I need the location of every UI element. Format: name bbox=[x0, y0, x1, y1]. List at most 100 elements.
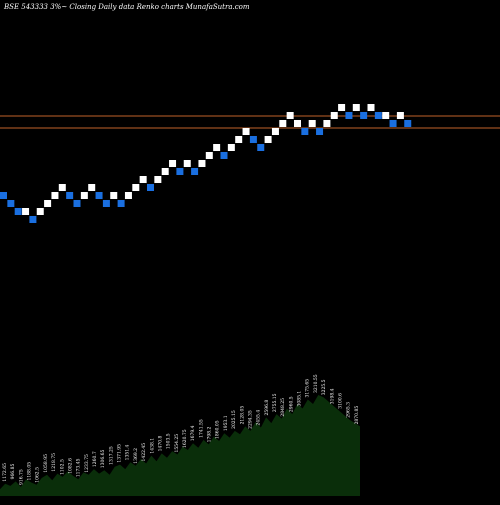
renko-brick-up bbox=[154, 176, 162, 183]
renko-brick-up bbox=[22, 208, 30, 215]
volume-label: 3175.65 bbox=[305, 379, 311, 398]
volume-label: 1062.5 bbox=[35, 467, 41, 483]
renko-brick-up bbox=[396, 112, 404, 119]
volume-label: 1438.1 bbox=[149, 438, 155, 454]
renko-brick-up bbox=[44, 200, 52, 207]
renko-brick-down bbox=[147, 184, 154, 191]
volume-label: 1102.5 bbox=[59, 459, 65, 475]
renko-brick-up bbox=[338, 104, 346, 111]
renko-brick-down bbox=[29, 216, 37, 223]
volume-label: 1260.7 bbox=[92, 451, 98, 467]
volume-label: 1306.65 bbox=[100, 449, 106, 468]
volume-label: 916.75 bbox=[18, 469, 24, 485]
volume-label: 1172.65 bbox=[2, 463, 8, 482]
renko-brick-up bbox=[352, 104, 360, 111]
volume-label: 2755.15 bbox=[272, 393, 278, 412]
renko-brick-down bbox=[7, 200, 15, 207]
renko-brick-up bbox=[227, 144, 235, 151]
renko-brick-up bbox=[80, 192, 88, 199]
volume-label: 1741.55 bbox=[198, 419, 204, 438]
renko-brick-up bbox=[323, 120, 331, 127]
volume-label: 2025.15 bbox=[231, 410, 237, 429]
renko-brick-down bbox=[176, 168, 184, 175]
renko-brick-down bbox=[257, 144, 265, 151]
renko-brick-down bbox=[73, 200, 81, 207]
volume-label: 2128.05 bbox=[239, 406, 245, 425]
volume-label: 3198.4 bbox=[329, 388, 335, 404]
renko-brick-up bbox=[58, 184, 66, 191]
volume-label: 1369.2 bbox=[133, 448, 139, 464]
volume-label: 3085.1 bbox=[297, 391, 303, 407]
volume-label: 3210.55 bbox=[313, 374, 319, 393]
renko-brick-up bbox=[205, 152, 213, 159]
volume-label: 1554.25 bbox=[174, 434, 180, 453]
volume-label: 1173.45 bbox=[76, 458, 82, 477]
renko-brick-down bbox=[66, 192, 74, 199]
volume-label: 1860.05 bbox=[215, 420, 221, 439]
volume-area bbox=[0, 395, 360, 496]
renko-brick-up bbox=[88, 184, 96, 191]
renko-brick-up bbox=[139, 176, 147, 183]
renko-brick-up bbox=[169, 160, 177, 167]
renko-brick-up bbox=[242, 128, 250, 135]
renko-brick-down bbox=[389, 120, 397, 127]
volume-label: 1371.95 bbox=[117, 444, 123, 463]
renko-brick-down bbox=[220, 152, 228, 159]
renko-brick-up bbox=[294, 120, 301, 127]
renko-brick-up bbox=[264, 136, 272, 143]
renko-brick-down bbox=[404, 120, 412, 127]
volume-label: 1188.05 bbox=[27, 462, 33, 481]
renko-brick-up bbox=[183, 160, 191, 167]
volume-label: 3100.6 bbox=[337, 393, 343, 409]
renko-brick-down bbox=[117, 200, 125, 207]
renko-bricks bbox=[0, 104, 412, 223]
renko-brick-up bbox=[367, 104, 375, 111]
renko-brick-up bbox=[110, 192, 118, 199]
volume-label: 2294.35 bbox=[247, 410, 253, 429]
volume-area-fill bbox=[0, 395, 360, 496]
volume-label: 2960.5 bbox=[288, 396, 294, 412]
volume-label: 2455.4 bbox=[256, 410, 262, 426]
renko-brick-up bbox=[198, 160, 206, 167]
reference-lines bbox=[0, 115, 500, 129]
renko-brick-down bbox=[0, 192, 7, 199]
renko-brick-up bbox=[51, 192, 59, 199]
volume-label: 1620.75 bbox=[182, 429, 188, 448]
renko-brick-down bbox=[360, 112, 368, 119]
renko-brick-up bbox=[279, 120, 287, 127]
renko-brick-down bbox=[249, 136, 257, 143]
renko-brick-down bbox=[345, 112, 353, 119]
volume-label: 1317.25 bbox=[108, 446, 114, 465]
volume-label: 966.85 bbox=[10, 464, 16, 480]
volume-label: 1503.5 bbox=[166, 433, 172, 449]
volume-label: 3225.5 bbox=[321, 379, 327, 395]
volume-label: 2870.85 bbox=[354, 406, 360, 425]
volume-label: 1798.2 bbox=[207, 426, 213, 442]
volume-label: 1233.75 bbox=[84, 454, 90, 473]
renko-brick-up bbox=[132, 184, 140, 191]
renko-brick-up bbox=[161, 168, 169, 175]
volume-label: 1470.8 bbox=[157, 435, 163, 451]
renko-brick-down bbox=[14, 208, 22, 215]
volume-label: 1422.45 bbox=[141, 443, 147, 462]
renko-brick-up bbox=[235, 136, 243, 143]
renko-brick-down bbox=[374, 112, 382, 119]
renko-brick-down bbox=[95, 192, 103, 199]
volume-label: 1679.4 bbox=[190, 425, 196, 441]
renko-brick-up bbox=[124, 192, 132, 199]
volume-label: 2848.25 bbox=[280, 398, 286, 417]
renko-brick-up bbox=[382, 112, 390, 119]
volume-label: 1218.75 bbox=[51, 453, 57, 472]
renko-brick-down bbox=[191, 168, 199, 175]
volume-label: 1953.1 bbox=[223, 415, 229, 431]
renko-brick-up bbox=[36, 208, 44, 215]
renko-brick-up bbox=[308, 120, 316, 127]
renko-brick-down bbox=[301, 128, 309, 135]
volume-label: 1082.6 bbox=[67, 458, 73, 474]
volume-label: 1058.95 bbox=[43, 454, 49, 473]
renko-brick-up bbox=[271, 128, 279, 135]
